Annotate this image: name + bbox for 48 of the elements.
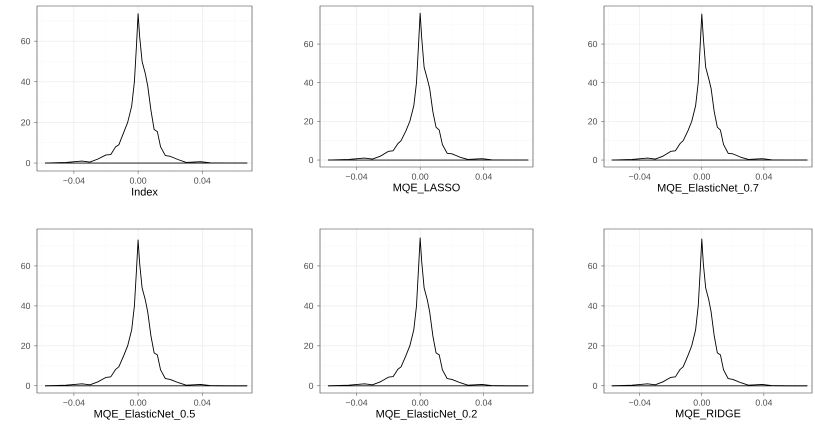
y-tick-label: 40 [304,80,314,86]
x-tick-label: 0.00 [130,178,146,184]
y-tick-label: 0 [26,382,30,389]
y-tick-label: 60 [588,262,598,270]
x-axis-title: MQE_ElasticNet_0.7 [658,184,758,194]
x-tick-label: 0.04 [476,174,492,180]
x-tick-label: 0.04 [194,178,211,184]
y-tick-label: 0 [26,160,30,166]
x-tick-label: 0.00 [694,400,710,406]
y-tick-label: 20 [588,342,598,349]
x-tick-label: 0.04 [756,174,772,180]
x-axis-title: MQE_ElasticNet_0.2 [376,410,477,420]
x-tick-label: −0.04 [629,174,651,180]
y-tick-label: 0 [308,156,314,164]
y-tick-label: 60 [304,40,314,48]
y-tick-label: 60 [588,40,598,48]
x-axis-title: Index [132,188,158,196]
y-tick-label: 0 [592,156,598,164]
x-tick-label: −0.04 [63,400,85,406]
x-tick-label: 0.00 [130,400,146,406]
x-tick-label: 0.04 [194,400,211,406]
x-tick-label: 0.04 [756,400,772,406]
y-tick-label: 40 [304,302,314,309]
y-tick-label: 40 [588,302,598,309]
y-tick-label: 20 [304,342,314,349]
x-tick-label: 0.00 [694,174,710,180]
x-tick-label: 0.00 [412,174,428,180]
x-axis-title: MQE_LASSO [394,184,460,194]
y-tick-label: 20 [588,118,598,124]
y-tick-label: 40 [588,80,598,86]
x-tick-label: 0.04 [476,400,492,406]
x-tick-label: −0.04 [629,400,651,406]
y-tick-label: 60 [21,38,30,44]
x-axis-title: MQE_ElasticNet_0.5 [94,410,195,420]
y-tick-label: 20 [304,118,314,124]
y-tick-label: 40 [20,78,30,85]
x-axis-title: MQE_RIDGE [676,410,740,420]
y-tick-label: 40 [20,302,30,309]
y-tick-label: 60 [21,262,30,270]
y-tick-label: 20 [21,342,30,349]
x-tick-label: −0.04 [346,174,368,180]
x-tick-label: −0.04 [63,178,85,184]
y-tick-label: 0 [308,382,314,389]
x-tick-label: 0.00 [412,400,428,406]
y-tick-label: 60 [304,262,314,270]
y-tick-label: 0 [592,382,598,389]
y-tick-label: 20 [21,119,30,126]
x-tick-label: −0.04 [346,400,368,406]
